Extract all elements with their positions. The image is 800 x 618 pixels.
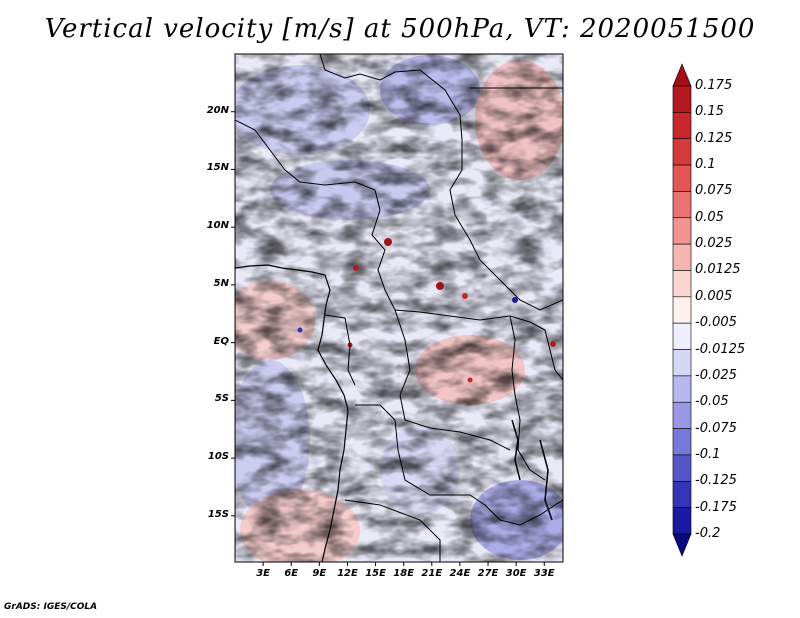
cell-2	[353, 265, 359, 271]
colorbar-label: -0.025	[695, 367, 737, 383]
lat-label: EQ	[213, 335, 229, 347]
colorbar-label: 0.075	[695, 183, 733, 199]
border-zambia	[484, 499, 563, 526]
border-namibia	[344, 499, 441, 562]
colorbar-label: -0.075	[695, 420, 737, 436]
coast-and-borders	[235, 54, 563, 562]
lon-label: 12E	[337, 568, 358, 579]
colorbar-label: 0.0125	[695, 262, 741, 278]
colorbar-segment	[672, 243, 692, 271]
colorbar-segment	[672, 428, 692, 456]
lon-label: 3E	[256, 568, 270, 579]
border-sudan	[449, 169, 563, 311]
colorbar-label: -0.175	[695, 499, 737, 515]
velocity-field	[235, 54, 563, 562]
lon-label: 27E	[477, 568, 499, 579]
colorbar-label: 0.1	[695, 157, 716, 173]
lat-label: 10S	[207, 451, 229, 463]
lake-tanganyika	[511, 419, 521, 481]
colorbar-label: -0.1	[695, 446, 721, 462]
lon-label: 21E	[421, 568, 443, 579]
lake-malawi	[539, 439, 553, 521]
colorbar-label: -0.005	[695, 315, 737, 331]
lon-label: 15E	[365, 568, 386, 579]
colorbar-label: -0.05	[695, 394, 729, 410]
cell-4	[462, 293, 468, 299]
colorbar-segment	[672, 164, 692, 192]
border-drc-east	[509, 315, 546, 481]
colorbar-segment	[672, 480, 692, 508]
cell-9	[297, 327, 303, 333]
colorbar-label: -0.125	[695, 473, 737, 489]
border-sahara	[319, 54, 463, 170]
colorbar-label: -0.2	[695, 526, 721, 541]
latitude-ticks	[231, 111, 235, 517]
cell-7	[467, 377, 473, 383]
colorbar-bottom-arrow	[672, 533, 692, 557]
colorbar-label: 0.005	[695, 288, 733, 304]
colorbar-label: 0.175	[695, 78, 733, 93]
lat-label: 5S	[214, 393, 229, 405]
colorbar-label: 0.15	[695, 104, 724, 120]
colorbar-segment	[672, 296, 692, 324]
lat-label: 15S	[207, 508, 229, 520]
border-uganda	[529, 321, 563, 381]
colorbar-segment	[672, 112, 692, 140]
colorbar	[672, 63, 692, 557]
grads-credit: GrADS: IGES/COLA	[4, 602, 98, 612]
cell-5	[512, 297, 518, 303]
colorbar-segment	[672, 138, 692, 166]
lon-label: 9E	[312, 568, 327, 579]
border-car	[394, 309, 531, 323]
colorbar-segment	[672, 270, 692, 298]
colorbar-label: -0.0125	[695, 341, 746, 357]
colorbar-segment	[672, 401, 692, 429]
lon-label: 30E	[505, 568, 527, 579]
colorbar-label: 0.025	[695, 236, 733, 252]
border-drc-west	[394, 309, 511, 451]
colorbar-segment	[672, 454, 692, 482]
border-angola	[355, 404, 486, 506]
lon-label: 18E	[393, 568, 415, 579]
colorbar-label: 0.05	[695, 209, 724, 225]
lat-label: 20N	[206, 104, 229, 116]
longitude-ticks	[262, 562, 545, 566]
colorbar-segment	[672, 85, 692, 113]
lon-label: 33E	[533, 568, 555, 579]
border-niger	[235, 119, 376, 191]
cell-3	[436, 282, 444, 290]
lat-label: 5N	[213, 277, 229, 289]
colorbar-segment	[672, 375, 692, 403]
cell-6	[550, 341, 556, 347]
colorbar-segment	[672, 349, 692, 377]
noise-blue	[235, 54, 563, 562]
chart-title: Vertical velocity [m/s] at 500hPa, VT: 2…	[44, 14, 756, 44]
colorbar-label: 0.125	[695, 130, 733, 146]
coastline	[235, 264, 349, 562]
lon-label: 24E	[449, 568, 471, 579]
lat-label: 15N	[206, 162, 229, 174]
colorbar-segment	[672, 217, 692, 245]
border-chad-nigeria	[371, 189, 396, 311]
colorbar-top-arrow	[672, 63, 692, 87]
colorbar-segment	[672, 191, 692, 219]
map-frame	[234, 53, 564, 563]
colorbar-segment	[672, 507, 692, 535]
colorbar-segment	[672, 322, 692, 350]
lat-label: 10N	[206, 220, 229, 232]
border-gabon	[324, 314, 356, 386]
cell-1	[384, 238, 392, 246]
lon-label: 6E	[284, 568, 299, 579]
